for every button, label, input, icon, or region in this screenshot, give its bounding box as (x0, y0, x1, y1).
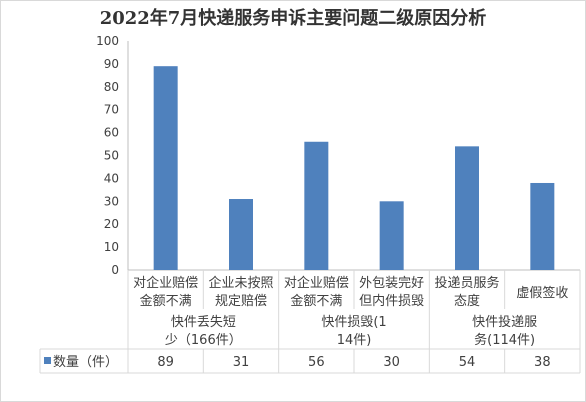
x-category-label: 企业未按照 (208, 275, 273, 291)
data-value-label: 38 (534, 355, 551, 370)
x-group-label: 14件) (337, 333, 372, 348)
y-tick-label: 0 (111, 263, 119, 277)
chart-title: 2022年7月快递服务申诉主要问题二级原因分析 (99, 8, 487, 29)
data-value-label: 31 (233, 355, 250, 370)
legend-label: 数量（件） (53, 355, 118, 370)
y-tick-label: 90 (104, 57, 119, 71)
data-value-label: 56 (308, 355, 325, 370)
x-category-label: 金额不满 (140, 293, 192, 309)
y-tick-label: 40 (104, 171, 119, 185)
x-group-label: 快件丢失短 (171, 315, 236, 330)
y-tick-label: 100 (96, 34, 119, 48)
y-tick-label: 50 (104, 149, 119, 163)
bar (379, 201, 404, 270)
y-tick-label: 70 (104, 103, 119, 117)
y-tick-label: 20 (104, 217, 119, 231)
bar (229, 199, 253, 270)
x-group-label: 务(114件) (474, 332, 535, 348)
y-tick-label: 30 (104, 194, 119, 208)
x-category-label: 但内件损毁 (359, 293, 424, 309)
bar (304, 141, 329, 270)
x-group-label: 快件损毁(1 (321, 315, 386, 330)
x-category-label: 态度 (454, 293, 480, 309)
bar (530, 182, 555, 270)
x-group-label: 快件投递服 (472, 314, 537, 330)
data-value-label: 89 (157, 355, 174, 370)
y-tick-label: 80 (104, 80, 119, 94)
y-tick-label: 60 (104, 126, 119, 140)
x-category-label: 虚假签收 (516, 285, 568, 301)
x-category-label: 对企业赔偿 (284, 275, 349, 291)
bar (455, 146, 479, 270)
y-tick-label: 10 (104, 240, 119, 254)
bar (153, 66, 178, 270)
x-category-label: 外包装完好 (359, 276, 424, 291)
data-value-label: 54 (459, 355, 476, 370)
data-value-label: 30 (383, 355, 400, 370)
x-group-label: 少（166件） (165, 333, 242, 348)
x-category-label: 规定赔偿 (215, 294, 267, 309)
x-category-label: 金额不满 (290, 293, 342, 309)
x-category-label: 对企业赔偿 (133, 275, 198, 291)
legend-swatch (44, 357, 51, 364)
x-category-label: 投递员服务 (434, 275, 499, 291)
